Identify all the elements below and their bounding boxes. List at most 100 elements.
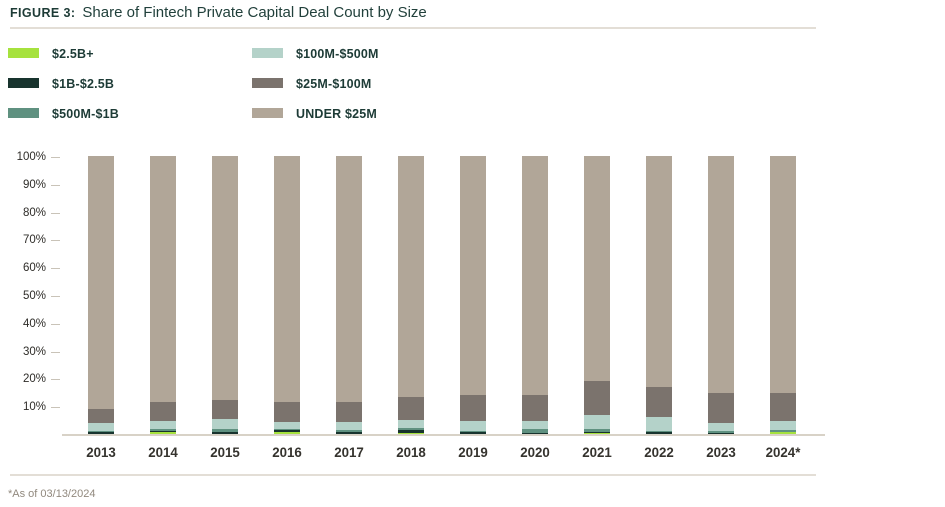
legend-label: $25M-$100M	[296, 75, 372, 91]
bar-segment	[708, 392, 734, 423]
y-axis-tick-mark	[51, 351, 60, 353]
bar-2021	[584, 156, 610, 434]
y-axis-tick-label: 60%	[22, 262, 46, 275]
bar-segment	[212, 431, 238, 434]
bar-segment	[522, 420, 548, 430]
y-axis-tick-mark	[51, 379, 60, 381]
bar-segment	[212, 419, 238, 430]
legend-item-0: $2.5B+	[8, 38, 122, 68]
bar-segment	[88, 423, 114, 431]
bar-segment	[584, 156, 610, 382]
bar-segment	[336, 432, 362, 434]
legend-item-2: $500M-$1B	[8, 98, 122, 128]
bar-segment	[460, 430, 486, 433]
bar-2013	[88, 156, 114, 434]
bar-2020	[522, 156, 548, 434]
y-axis-tick-label: 50%	[22, 290, 46, 302]
x-axis-label-2020: 2020	[520, 444, 550, 460]
bar-segment	[150, 428, 176, 431]
y-axis-tick-label: 80%	[22, 206, 46, 219]
bar-segment	[584, 429, 610, 433]
bar-segment	[770, 431, 796, 433]
legend-swatch-icon	[252, 78, 283, 88]
y-axis-tick-mark	[51, 296, 60, 297]
legend-swatch-icon	[8, 78, 39, 88]
x-axis-label-2013: 2013	[86, 444, 116, 460]
x-axis-line	[62, 434, 825, 436]
figure-header: FIGURE 3: Share of Fintech Private Capita…	[10, 4, 427, 22]
y-axis-tick-label: 30%	[22, 345, 46, 358]
bar-2024	[770, 156, 796, 434]
bar-segment	[584, 414, 610, 430]
bar-segment	[584, 381, 610, 415]
bar-segment	[646, 432, 672, 434]
x-axis-label-2022: 2022	[644, 444, 674, 460]
bar-2015	[212, 156, 238, 434]
legend-swatch-icon	[252, 108, 283, 118]
bar-segment	[708, 432, 734, 434]
bar-segment	[770, 430, 796, 432]
bar-segment	[708, 422, 734, 431]
legend-swatch-icon	[8, 108, 39, 118]
x-axis-label-2015: 2015	[210, 444, 240, 460]
bar-segment	[398, 427, 424, 431]
y-axis-tick-label: 20%	[22, 373, 46, 386]
x-axis-label-2016: 2016	[272, 444, 302, 460]
bar-segment	[522, 395, 548, 421]
bar-segment	[336, 430, 362, 433]
bar-segment	[274, 156, 300, 402]
footer-divider	[10, 474, 816, 476]
y-axis-tick-label: 40%	[22, 317, 46, 330]
legend-label: $2.5B+	[52, 45, 94, 61]
bar-segment	[274, 431, 300, 434]
figure-number-label: FIGURE 3:	[10, 6, 76, 20]
y-axis-tick-mark	[51, 157, 60, 158]
x-axis-label-2024: 2024*	[765, 444, 801, 460]
bar-segment	[522, 156, 548, 396]
y-axis-tick-mark	[51, 323, 60, 325]
legend-item-1: $1B-$2.5B	[8, 68, 122, 98]
bar-segment	[522, 433, 548, 434]
bar-2018	[398, 156, 424, 434]
bar-segment	[336, 156, 362, 402]
bar-segment	[770, 432, 796, 434]
y-axis-tick-mark	[51, 184, 60, 186]
bar-segment	[770, 392, 796, 422]
bar-segment	[150, 401, 176, 421]
bar-segment	[88, 432, 114, 434]
y-axis-tick-label: 100%	[16, 151, 46, 163]
bar-segment	[150, 430, 176, 433]
bar-segment	[212, 156, 238, 401]
bar-segment	[274, 401, 300, 422]
bar-segment	[274, 421, 300, 430]
bar-2016	[274, 156, 300, 434]
bar-2023	[708, 156, 734, 434]
x-axis-label-2021: 2021	[582, 444, 612, 460]
bar-segment	[708, 156, 734, 393]
y-axis-tick-mark	[51, 240, 60, 242]
bar-segment	[460, 156, 486, 395]
legend-item-4: $25M-$100M	[252, 68, 382, 98]
y-axis-tick-mark	[51, 212, 60, 214]
bar-segment	[88, 156, 114, 410]
legend-column-2: $100M-$500M $25M-$100M UNDER $25M	[252, 38, 382, 128]
bar-segment	[150, 420, 176, 429]
bar-segment	[646, 156, 672, 388]
bar-segment	[336, 401, 362, 422]
y-axis-tick-label: 90%	[22, 178, 46, 191]
bar-segment	[398, 396, 424, 421]
bar-segment	[522, 429, 548, 434]
x-axis-label-2023: 2023	[706, 444, 736, 460]
legend-swatch-icon	[8, 48, 39, 58]
y-axis-tick-label: 70%	[22, 234, 46, 247]
legend-label: $100M-$500M	[296, 45, 379, 61]
bar-2017	[336, 156, 362, 434]
bar-segment	[646, 431, 672, 433]
legend-swatch-icon	[252, 48, 283, 58]
bar-segment	[212, 429, 238, 432]
bar-segment	[646, 387, 672, 418]
bar-segment	[584, 432, 610, 433]
bar-2019	[460, 156, 486, 434]
x-axis-label-2019: 2019	[458, 444, 488, 460]
